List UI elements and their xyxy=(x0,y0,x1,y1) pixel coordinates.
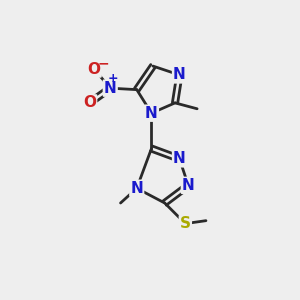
Text: N: N xyxy=(145,106,158,121)
Text: N: N xyxy=(173,151,186,166)
Text: N: N xyxy=(173,68,186,82)
Text: O: O xyxy=(88,61,100,76)
Text: S: S xyxy=(180,216,191,231)
Text: +: + xyxy=(107,72,118,85)
Text: N: N xyxy=(182,178,195,193)
Text: N: N xyxy=(104,81,117,96)
Text: −: − xyxy=(97,56,109,70)
Text: O: O xyxy=(83,95,96,110)
Text: N: N xyxy=(130,181,143,196)
